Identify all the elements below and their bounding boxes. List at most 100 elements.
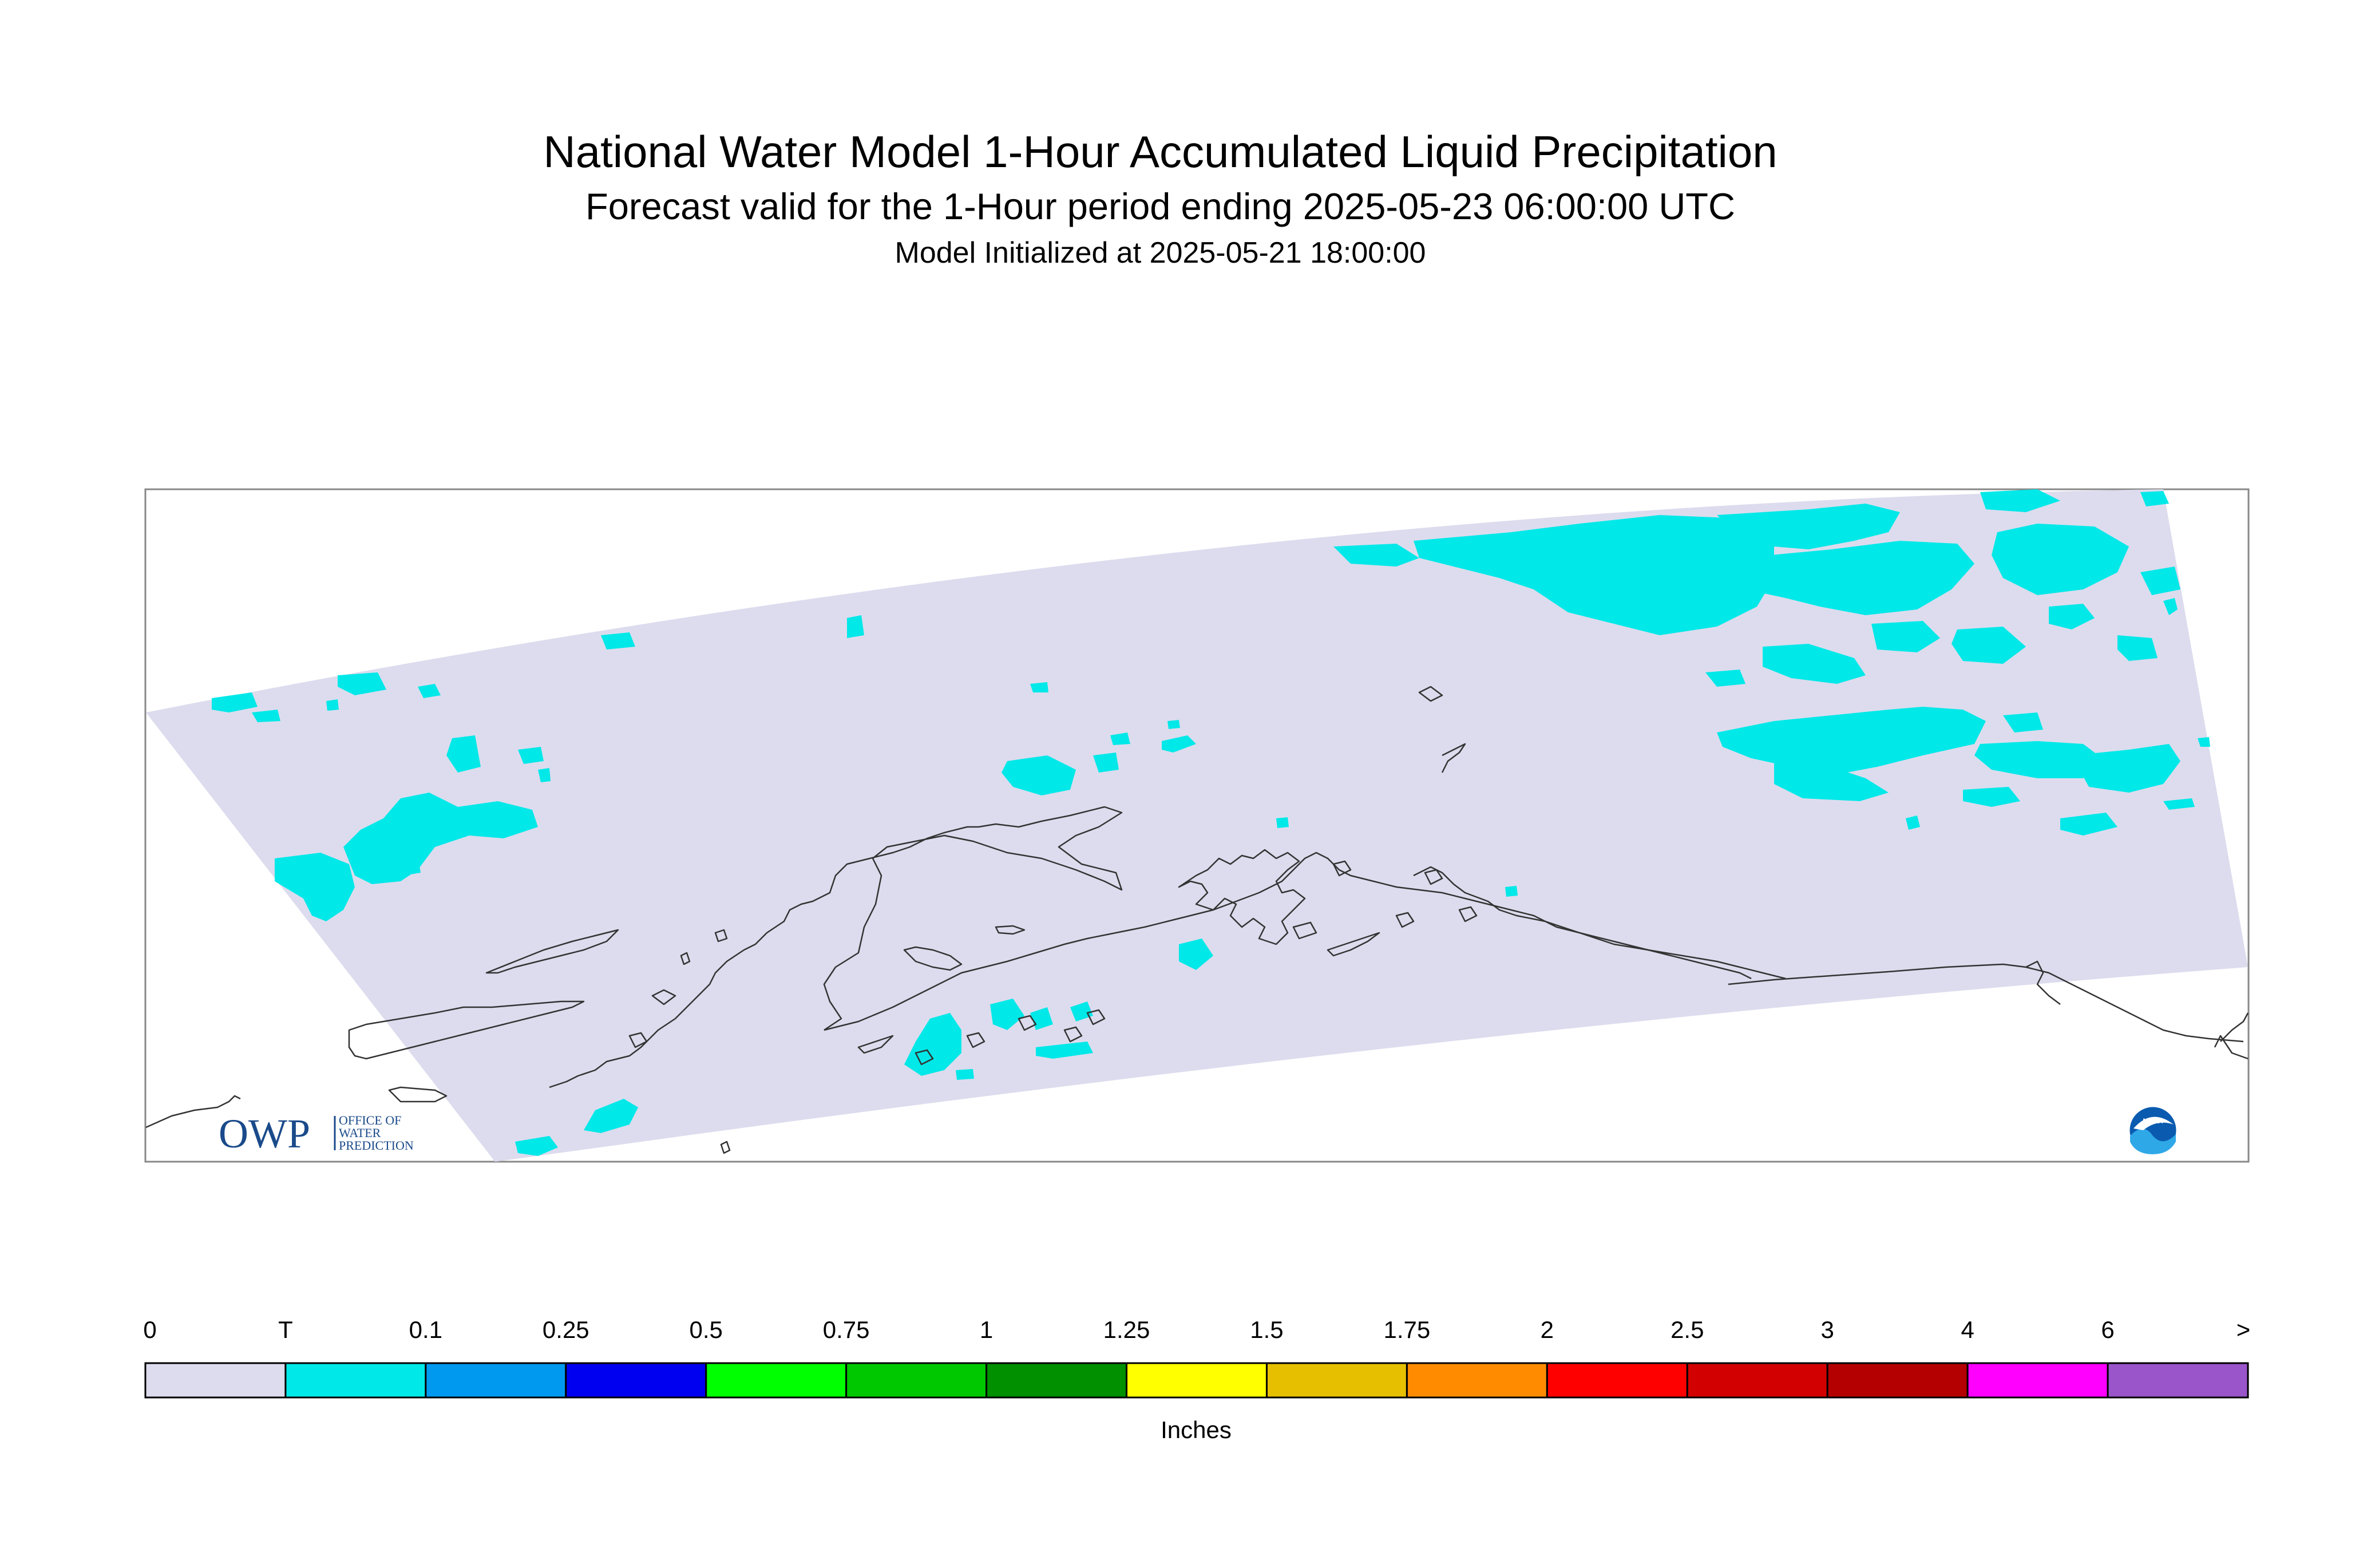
legend-swatch bbox=[2107, 1362, 2249, 1399]
legend-swatch bbox=[1826, 1362, 1969, 1399]
coastline-siberia bbox=[348, 1000, 585, 1060]
precip-area bbox=[1036, 1042, 1093, 1059]
precip-area bbox=[1070, 1001, 1093, 1021]
precip-area bbox=[990, 999, 1024, 1030]
precip-area bbox=[515, 1136, 558, 1156]
precip-area bbox=[1030, 682, 1048, 692]
precip-area bbox=[1167, 720, 1180, 729]
model-init-line: Model Initialized at 2025-05-21 18:00:00 bbox=[894, 236, 1426, 270]
precip-area bbox=[338, 672, 386, 695]
precip-area bbox=[1333, 544, 1419, 567]
legend-tick-label: 0 bbox=[143, 1316, 157, 1343]
coastline-island bbox=[995, 925, 1026, 935]
coastline-island bbox=[1292, 921, 1317, 940]
precip-area bbox=[1414, 515, 1774, 635]
coastline-island bbox=[1441, 743, 1466, 773]
coastline-island bbox=[1418, 686, 1443, 702]
coastline-island bbox=[720, 1141, 731, 1154]
owp-logo: OWP OFFICE OF WATER PREDICTION bbox=[219, 1111, 414, 1157]
precip-area bbox=[2140, 567, 2180, 595]
coastline-nunivak bbox=[903, 946, 963, 971]
precip-area bbox=[2060, 813, 2117, 836]
coastline-island bbox=[1458, 906, 1478, 922]
owp-logo-line3: PREDICTION bbox=[339, 1138, 414, 1153]
legend-tick-label: 3 bbox=[1820, 1316, 1834, 1343]
coastline-alaska-peninsula bbox=[824, 852, 1752, 1031]
coastline-gulf bbox=[1728, 963, 2244, 1043]
coastline-island bbox=[388, 1086, 448, 1103]
precip-area bbox=[1505, 886, 1518, 897]
precip-area bbox=[275, 853, 355, 921]
legend-tick-label: 1.75 bbox=[1383, 1316, 1431, 1343]
precip-area bbox=[1774, 758, 1889, 801]
precip-area bbox=[538, 768, 551, 782]
coastline-island bbox=[1395, 912, 1415, 928]
precip-area bbox=[1871, 621, 1940, 652]
coastline-island bbox=[628, 1032, 648, 1048]
precip-area bbox=[2140, 491, 2169, 506]
coastline-st-lawrence-island bbox=[485, 929, 619, 974]
coastline-island bbox=[1327, 932, 1380, 957]
precip-area bbox=[1728, 541, 1974, 615]
precip-area bbox=[212, 692, 258, 712]
precip-area bbox=[1952, 627, 2026, 664]
precip-area bbox=[2163, 798, 2195, 810]
precip-area bbox=[2117, 635, 2158, 661]
coastline-island bbox=[1424, 869, 1443, 885]
precip-area bbox=[1763, 644, 1866, 684]
legend-swatch bbox=[1686, 1362, 1828, 1399]
legend-tick-label: 2 bbox=[1540, 1316, 1554, 1343]
coastline-island bbox=[651, 989, 676, 1005]
noaa-logo: NOAA bbox=[2128, 1105, 2178, 1155]
legend-swatch bbox=[284, 1362, 427, 1399]
precip-area bbox=[1093, 753, 1119, 773]
precip-area bbox=[343, 793, 538, 884]
coastline-island bbox=[1086, 1009, 1106, 1025]
legend-swatch bbox=[705, 1362, 848, 1399]
legend-tick-label: 0.5 bbox=[689, 1316, 723, 1343]
precip-area bbox=[1179, 939, 1213, 970]
map-frame bbox=[144, 488, 2250, 1163]
precip-area bbox=[1276, 817, 1289, 828]
legend-swatch bbox=[565, 1362, 707, 1399]
title-block: National Water Model 1-Hour Accumulated … bbox=[143, 123, 2178, 273]
coastline-island bbox=[915, 1049, 934, 1066]
legend-tick-label: 1 bbox=[979, 1316, 993, 1343]
legend-tick-label: 2.5 bbox=[1671, 1316, 1704, 1343]
precip-area bbox=[446, 735, 481, 773]
coastline-island bbox=[714, 929, 728, 943]
precip-area bbox=[1906, 815, 1920, 830]
owp-logo-text: OWP bbox=[219, 1111, 310, 1157]
noaa-logo-bird bbox=[2133, 1116, 2174, 1130]
coastline-southeast bbox=[1413, 866, 1786, 980]
noaa-logo-wave bbox=[2130, 1129, 2176, 1154]
precip-area bbox=[1980, 489, 2060, 512]
legend-units-label: Inches bbox=[1161, 1416, 1232, 1443]
legend-tick-label: 1.25 bbox=[1103, 1316, 1150, 1343]
precip-area bbox=[518, 747, 544, 764]
precip-area bbox=[601, 632, 635, 650]
precip-area bbox=[584, 1099, 638, 1133]
legend-tick-label: 4 bbox=[1961, 1316, 1974, 1343]
legend-tick-label: 0.1 bbox=[409, 1316, 443, 1343]
legend-color-bar bbox=[144, 1362, 2249, 1399]
legend-swatch bbox=[1966, 1362, 2109, 1399]
legend-swatch bbox=[845, 1362, 988, 1399]
coastline-far-east-lower bbox=[2214, 1035, 2249, 1060]
owp-logo-line2: WATER bbox=[339, 1126, 381, 1140]
precip-area bbox=[1963, 787, 2020, 807]
legend-tick-label: 0.25 bbox=[542, 1316, 589, 1343]
precip-area bbox=[418, 684, 441, 698]
noaa-logo-label: NOAA bbox=[2143, 1117, 2163, 1125]
precip-area bbox=[2163, 598, 2178, 615]
precip-area bbox=[326, 699, 339, 711]
precip-area bbox=[1974, 741, 2106, 778]
precip-area bbox=[1992, 524, 2129, 595]
precip-area bbox=[2198, 737, 2210, 747]
coastline-island bbox=[966, 1032, 985, 1048]
precip-area bbox=[2003, 712, 2043, 732]
coastline-east bbox=[2025, 960, 2061, 1005]
legend-swatch bbox=[1265, 1362, 1408, 1399]
precip-area bbox=[847, 615, 864, 638]
legend-swatch bbox=[144, 1362, 287, 1399]
